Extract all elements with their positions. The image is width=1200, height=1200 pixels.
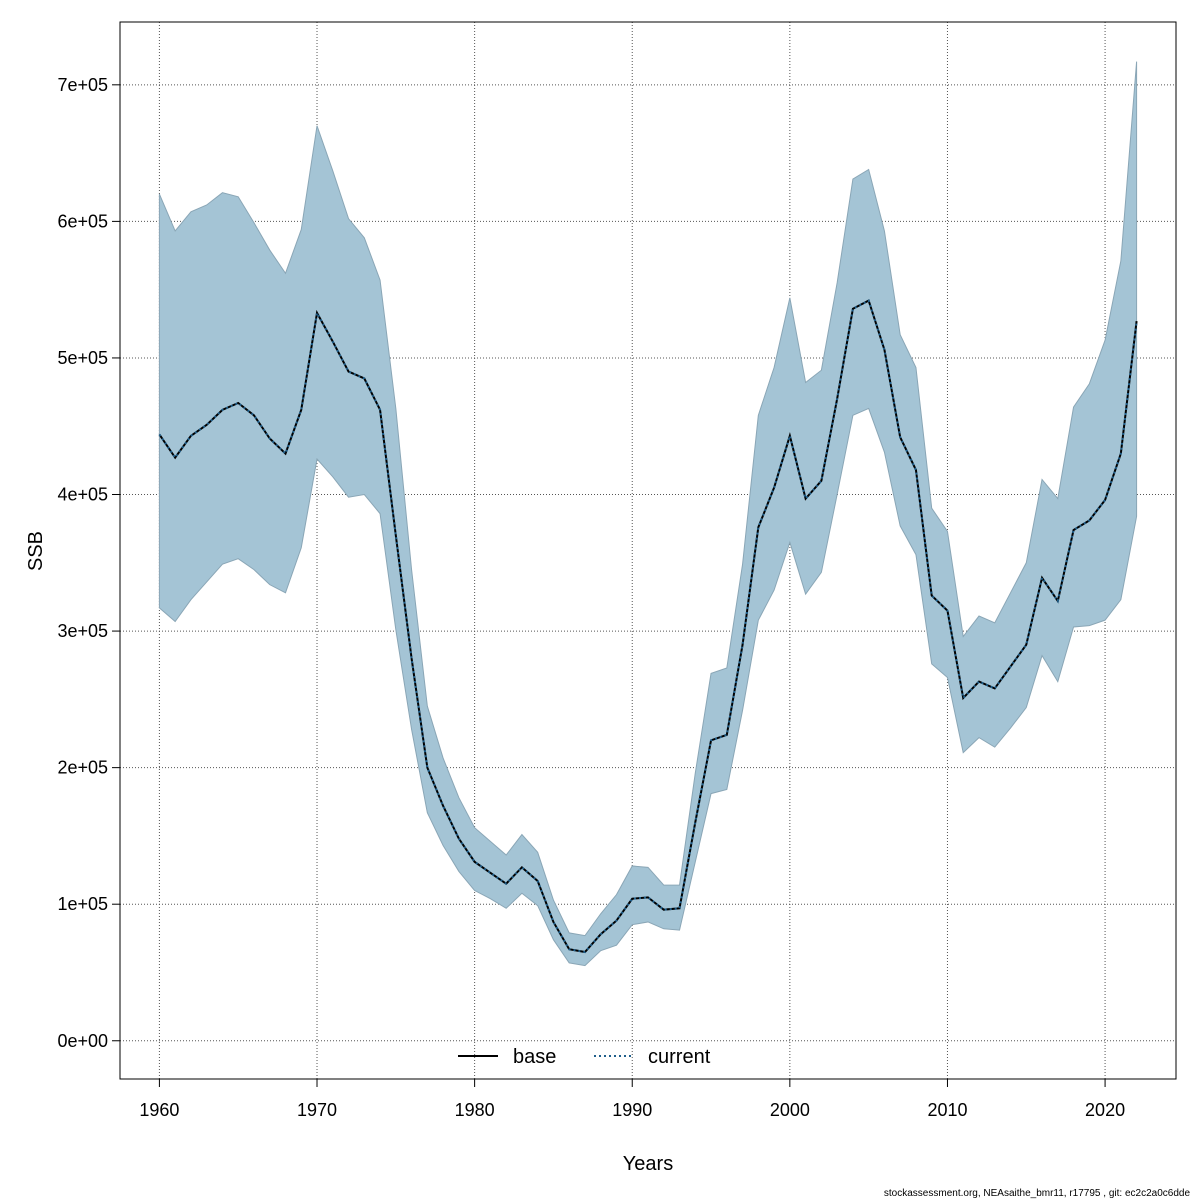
legend-label-current: current — [648, 1046, 711, 1068]
plot-frame — [119, 21, 1177, 1080]
x-axis-title: Years — [623, 1153, 673, 1175]
y-tick-label-1e+05: 1e+05 — [57, 894, 108, 914]
y-axis-title: SSB — [25, 531, 47, 571]
y-tick-label-0e+00: 0e+00 — [57, 1031, 108, 1051]
y-tick-label-2e+05: 2e+05 — [57, 758, 108, 778]
confidence-band-layer — [158, 61, 1138, 967]
y-tick-label-6e+05: 6e+05 — [57, 211, 108, 231]
axes-layer: 1960 1970 1980 1990 2000 2010 2020 0e+00 1e+05 2e… — [57, 21, 1177, 1120]
x-tick-label-1990: 1990 — [612, 1100, 652, 1120]
series-layer — [158, 299, 1138, 954]
y-tick-label-3e+05: 3e+05 — [57, 621, 108, 641]
legend: base current — [458, 1046, 711, 1068]
x-tick-label-2010: 2010 — [927, 1100, 967, 1120]
x-tick-label-1980: 1980 — [455, 1100, 495, 1120]
confidence-band — [158, 61, 1138, 967]
footer-caption: stockassessment.org, NEAsaithe_bmr11, r1… — [884, 1188, 1191, 1199]
x-tick-label-2020: 2020 — [1085, 1100, 1125, 1120]
series-line-base — [158, 299, 1138, 954]
y-tick-label-5e+05: 5e+05 — [57, 348, 108, 368]
x-tick-label-1960: 1960 — [139, 1100, 179, 1120]
x-tick-label-2000: 2000 — [770, 1100, 810, 1120]
legend-label-base: base — [513, 1046, 556, 1068]
x-tick-label-1970: 1970 — [297, 1100, 337, 1120]
y-tick-label-7e+05: 7e+05 — [57, 75, 108, 95]
y-tick-label-4e+05: 4e+05 — [57, 485, 108, 505]
